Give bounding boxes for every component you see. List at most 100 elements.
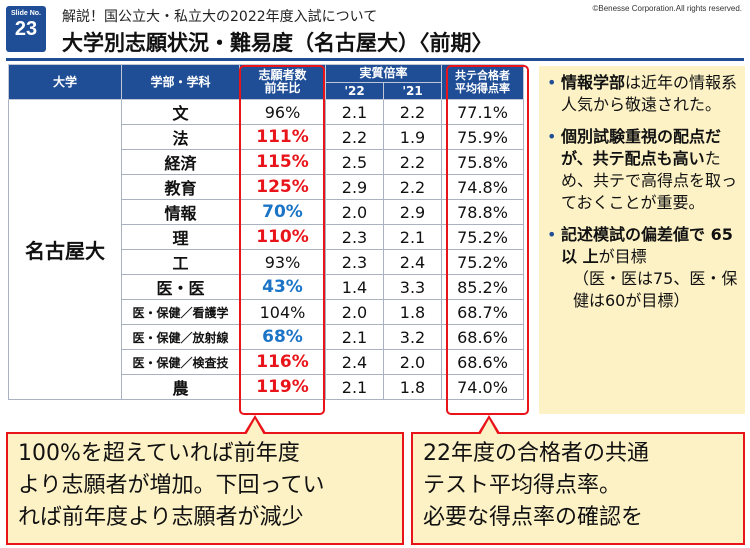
ratio-2021-cell: 1.9 <box>383 124 442 150</box>
header-applicants-line1: 志願者数 <box>258 68 307 82</box>
ratio-2021-cell: 2.2 <box>383 99 442 125</box>
callout-line: テスト平均得点率。 <box>423 473 622 498</box>
applicants-column-highlight <box>239 65 325 415</box>
table-row: 医・保健／放射線 68% 2.1 3.2 68.6% <box>9 324 524 350</box>
ratio-2022-cell: 2.1 <box>325 374 384 400</box>
score-rate-cell: 75.8% <box>441 149 524 175</box>
ratio-2022-cell: 2.5 <box>325 149 384 175</box>
note-item: • 個別試験重視の配点だが、共テ配点も高いため、共テで高得点を取っておくことが重… <box>545 126 739 214</box>
score-rate-cell: 85.2% <box>441 274 524 300</box>
callout-line: より志願者が増加。下回ってい <box>18 473 325 498</box>
ratio-2021-cell: 2.9 <box>383 199 442 225</box>
note-bold: 情報学部 <box>561 73 626 92</box>
page-title: 大学別志願状況・難易度（名古屋大）〈前期〉 <box>62 31 493 55</box>
ratio-2021-cell: 1.8 <box>383 374 442 400</box>
applicants-ratio-cell: 115% <box>239 149 326 175</box>
table-row: 農 119% 2.1 1.8 74.0% <box>9 374 524 400</box>
header-ratio-21: '21 <box>383 82 442 100</box>
score-rate-cell: 68.6% <box>441 324 524 350</box>
header-score-line2: 平均得点率 <box>455 82 510 95</box>
table-row: 医・保健／看護学 104% 2.0 1.8 68.7% <box>9 299 524 325</box>
ratio-2021-cell: 3.3 <box>383 274 442 300</box>
admission-table: 大学 学部・学科 志願者数 前年比 実質倍率 共テ合格者 平均得点率 '22 '… <box>8 64 524 400</box>
bullet-icon: • <box>547 127 557 146</box>
ratio-2021-cell: 2.4 <box>383 249 442 275</box>
note-text: ため、共テで高得点を取っておくことが重要。 <box>561 149 738 212</box>
department-cell: 工 <box>121 249 240 275</box>
table-body: 名古屋大文 96% 2.1 2.2 77.1% 法 111% 2.2 1.9 75.9% 経済 115… <box>8 99 524 400</box>
score-column-highlight <box>446 65 529 415</box>
table-row: 経済 115% 2.5 2.2 75.8% <box>9 149 524 175</box>
department-cell: 医・保健／看護学 <box>121 299 240 325</box>
ratio-2022-cell: 2.3 <box>325 249 384 275</box>
department-cell: 理 <box>121 224 240 250</box>
header-ratio-22: '22 <box>325 82 384 100</box>
note-text: は近年の情報系人気から敬遠された。 <box>561 73 738 114</box>
score-callout: 22年度の合格者の共通 テスト平均得点率。 必要な得点率の確認を <box>411 415 745 545</box>
header-university: 大学 <box>8 64 122 100</box>
ratio-2021-cell: 2.2 <box>383 174 442 200</box>
slide-number: 23 <box>14 18 38 40</box>
callout-line: 100%を超えていれば前年度 <box>18 441 300 466</box>
department-cell: 教育 <box>121 174 240 200</box>
ratio-2021-cell: 3.2 <box>383 324 442 350</box>
ratio-2021-cell: 2.2 <box>383 149 442 175</box>
callout-pointer-fill <box>480 419 498 435</box>
callout-line: 必要な得点率の確認を <box>423 505 644 530</box>
applicants-ratio-cell: 93% <box>239 249 326 275</box>
header-score-line1: 共テ合格者 <box>455 69 510 82</box>
ratio-2022-cell: 2.9 <box>325 174 384 200</box>
callout-text: 100%を超えていれば前年度 より志願者が増加。下回ってい れば前年度より志願者… <box>8 434 402 538</box>
applicants-callout: 100%を超えていれば前年度 より志願者が増加。下回ってい れば前年度より志願者… <box>6 415 404 545</box>
note-subtext: （医・医は75、医・保健は60が目標） <box>573 269 738 310</box>
score-rate-cell: 74.0% <box>441 374 524 400</box>
department-cell: 情報 <box>121 199 240 225</box>
callout-text: 22年度の合格者の共通 テスト平均得点率。 必要な得点率の確認を <box>413 434 743 538</box>
department-cell: 法 <box>121 124 240 150</box>
note-item: • 情報学部は近年の情報系人気から敬遠された。 <box>545 72 739 116</box>
table-row: 名古屋大文 96% 2.1 2.2 77.1% <box>8 99 524 400</box>
ratio-2021-cell: 1.8 <box>383 299 442 325</box>
ratio-2022-cell: 2.0 <box>325 199 384 225</box>
applicants-ratio-cell: 116% <box>239 349 326 375</box>
note-bold: 個別試験重視の配点だが、共テ配点も高い <box>561 127 722 168</box>
bullet-icon: • <box>547 225 557 244</box>
note-item: • 記述模試の偏差値で 65 以 上が目標 （医・医は75、医・保健は60が目標… <box>545 224 739 312</box>
header-applicants-line2: 前年比 <box>264 81 301 95</box>
department-cell: 医・医 <box>121 274 240 300</box>
note-bold: 記述模試の偏差値で 65 以 上 <box>561 225 733 266</box>
ratio-2022-cell: 2.0 <box>325 299 384 325</box>
table-row: 工 93% 2.3 2.4 75.2% <box>9 249 524 275</box>
score-rate-cell: 68.6% <box>441 349 524 375</box>
ratio-2022-cell: 1.4 <box>325 274 384 300</box>
ratio-2022-cell: 2.1 <box>325 324 384 350</box>
ratio-2022-cell: 2.3 <box>325 224 384 250</box>
callout-line: 22年度の合格者の共通 <box>423 441 649 466</box>
slide-label: Slide No. <box>11 10 41 17</box>
university-name: 名古屋大 <box>8 99 122 400</box>
ratio-2021-cell: 2.1 <box>383 224 442 250</box>
header-ratio: 実質倍率 <box>325 64 442 83</box>
department-cell: 医・保健／放射線 <box>121 324 240 350</box>
notes-panel: • 情報学部は近年の情報系人気から敬遠された。 • 個別試験重視の配点だが、共テ… <box>539 66 745 414</box>
department-cell: 経済 <box>121 149 240 175</box>
callout-pointer-fill <box>246 419 264 435</box>
department-cell: 医・保健／検査技 <box>121 349 240 375</box>
department-cell: 文 <box>121 99 240 125</box>
department-cell: 農 <box>121 374 240 400</box>
header-department: 学部・学科 <box>121 64 240 100</box>
table-row: 医・医 43% 1.4 3.3 85.2% <box>9 274 524 300</box>
callout-line: れば前年度より志願者が減少 <box>18 505 304 530</box>
title-divider <box>6 58 744 61</box>
applicants-ratio-cell: 43% <box>239 274 326 300</box>
ratio-2022-cell: 2.1 <box>325 99 384 125</box>
applicants-ratio-cell: 119% <box>239 374 326 400</box>
ratio-2021-cell: 2.0 <box>383 349 442 375</box>
table-row: 理 110% 2.3 2.1 75.2% <box>9 224 524 250</box>
copyright-text: ©Benesse Corporation.All rights reserved… <box>592 4 742 13</box>
note-text: が目標 <box>598 247 647 266</box>
bullet-icon: • <box>547 73 557 92</box>
applicants-ratio-cell: 96% <box>239 99 326 125</box>
ratio-2022-cell: 2.2 <box>325 124 384 150</box>
applicants-ratio-cell: 111% <box>239 124 326 150</box>
